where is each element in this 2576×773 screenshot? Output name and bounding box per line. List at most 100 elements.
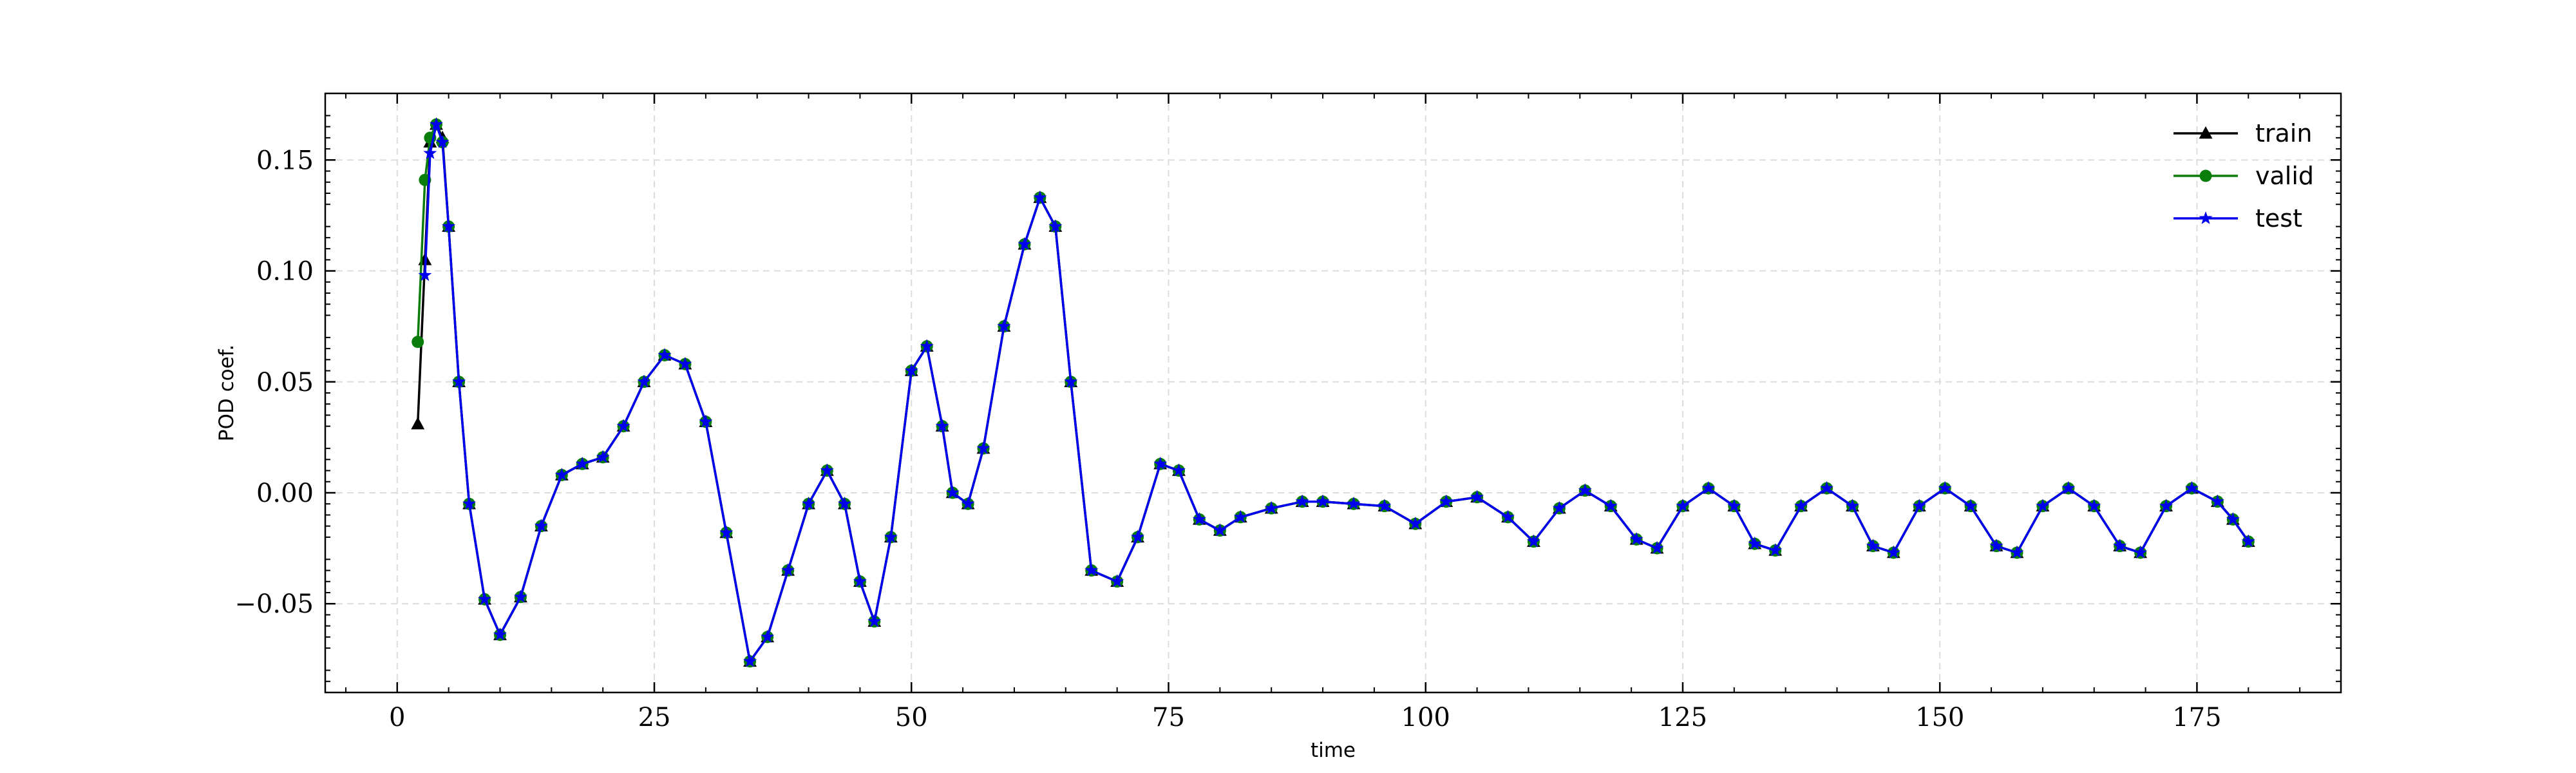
test-point bbox=[1172, 463, 1186, 477]
test-point bbox=[442, 219, 456, 233]
test-point bbox=[678, 357, 692, 370]
test-point bbox=[1064, 374, 1078, 388]
test-point bbox=[1604, 499, 1618, 512]
grid bbox=[325, 93, 2341, 692]
test-point bbox=[867, 614, 882, 627]
test-point bbox=[616, 419, 630, 432]
test-point bbox=[1964, 499, 1978, 512]
y-tick-label: 0.15 bbox=[256, 146, 314, 175]
test-point bbox=[1748, 537, 1762, 550]
test-point bbox=[2210, 494, 2224, 508]
valid-point bbox=[412, 336, 424, 348]
y-tick-label: 0.05 bbox=[256, 368, 314, 397]
test-point bbox=[1084, 563, 1099, 577]
series-valid bbox=[412, 118, 2255, 668]
test-point bbox=[1846, 499, 1859, 512]
test-point bbox=[1347, 497, 1361, 510]
test-point bbox=[1378, 499, 1392, 512]
test-point bbox=[478, 592, 491, 606]
train-point bbox=[411, 417, 425, 430]
test-point bbox=[961, 497, 975, 510]
test-point bbox=[1989, 539, 2003, 552]
y-tick-label: −0.05 bbox=[234, 589, 314, 619]
legend-label: valid bbox=[2255, 162, 2314, 190]
test-point bbox=[1131, 530, 1144, 543]
legend-marker bbox=[2199, 211, 2213, 224]
test-point bbox=[838, 497, 851, 510]
test-point bbox=[452, 374, 466, 388]
test-point bbox=[1408, 517, 1423, 530]
test-point bbox=[1213, 523, 1227, 537]
y-tick-label: 0.10 bbox=[256, 257, 314, 287]
test-point bbox=[1912, 499, 1926, 512]
test-point bbox=[1110, 574, 1124, 587]
test-point bbox=[423, 146, 437, 159]
x-tick-label: 0 bbox=[389, 703, 405, 732]
test-line bbox=[424, 123, 2249, 663]
test-point bbox=[853, 574, 867, 587]
test-point bbox=[2185, 481, 2199, 494]
series-test bbox=[418, 117, 2255, 667]
test-point bbox=[1018, 237, 1032, 251]
test-point bbox=[418, 268, 432, 282]
test-point bbox=[1192, 512, 1206, 526]
test-point bbox=[2010, 546, 2024, 558]
test-point bbox=[430, 117, 443, 131]
test-point bbox=[658, 348, 672, 361]
test-point bbox=[1048, 219, 1063, 233]
legend: train valid test bbox=[2174, 119, 2314, 233]
legend-label: test bbox=[2255, 204, 2302, 233]
x-tick-label: 150 bbox=[1915, 703, 1964, 732]
test-point bbox=[554, 468, 569, 481]
plot-frame bbox=[324, 92, 2342, 694]
legend-entry-valid: valid bbox=[2174, 162, 2314, 190]
test-point bbox=[1820, 481, 1833, 494]
test-point bbox=[514, 589, 527, 603]
test-point bbox=[904, 363, 918, 377]
test-point bbox=[884, 530, 898, 543]
test-point bbox=[945, 486, 960, 499]
test-point bbox=[2113, 539, 2127, 552]
test-point bbox=[781, 563, 795, 577]
legend-label: train bbox=[2255, 119, 2312, 148]
series-layer bbox=[411, 117, 2255, 668]
test-point bbox=[1552, 501, 1566, 514]
series-train bbox=[411, 117, 2255, 667]
test-point bbox=[2241, 534, 2255, 548]
test-point bbox=[2087, 499, 2101, 512]
test-point bbox=[1701, 481, 1716, 494]
test-point bbox=[976, 441, 990, 454]
test-point bbox=[2061, 481, 2076, 494]
test-point bbox=[1526, 534, 1540, 548]
x-tick-label: 75 bbox=[1152, 703, 1185, 732]
test-point bbox=[1316, 494, 1330, 508]
test-point bbox=[1886, 546, 1900, 558]
test-point bbox=[637, 374, 651, 388]
x-tick-label: 25 bbox=[638, 703, 671, 732]
x-tick-label: 125 bbox=[1658, 703, 1707, 732]
x-axis-title: time bbox=[1311, 739, 1356, 762]
x-tick-label: 175 bbox=[2172, 703, 2221, 732]
test-point bbox=[743, 654, 757, 667]
test-point bbox=[1794, 499, 1808, 512]
test-point bbox=[2159, 499, 2173, 512]
test-point bbox=[699, 414, 713, 428]
test-point bbox=[1295, 494, 1309, 508]
test-point bbox=[1629, 532, 1643, 546]
test-point bbox=[1578, 483, 1592, 497]
train-line bbox=[416, 123, 2249, 663]
legend-marker bbox=[2199, 169, 2212, 182]
test-point bbox=[802, 497, 815, 510]
test-point bbox=[935, 419, 949, 432]
test-point bbox=[719, 526, 734, 539]
test-point bbox=[596, 450, 610, 463]
test-point bbox=[493, 627, 507, 641]
test-point bbox=[462, 497, 476, 510]
test-point bbox=[1470, 490, 1484, 503]
test-point bbox=[820, 463, 834, 477]
legend-entry-train: train bbox=[2174, 119, 2312, 148]
test-point bbox=[761, 629, 775, 643]
axis-ticks bbox=[325, 93, 2341, 692]
y-axis-title: POD coef. bbox=[215, 345, 238, 441]
